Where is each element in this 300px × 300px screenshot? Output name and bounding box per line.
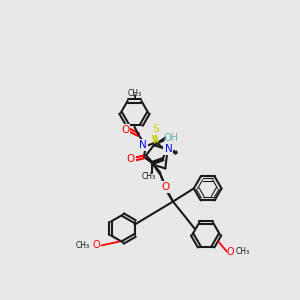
Polygon shape [146,155,161,174]
Text: O: O [92,240,100,250]
Text: CH₃: CH₃ [141,172,155,182]
Text: CH₃: CH₃ [76,241,90,250]
Text: CH₃: CH₃ [235,247,249,256]
Text: N: N [164,144,172,154]
Text: CH₃: CH₃ [128,89,142,98]
Polygon shape [154,139,164,145]
Text: S: S [152,124,159,134]
Text: OH: OH [164,133,179,142]
Text: O: O [161,182,170,192]
Text: O: O [127,154,135,164]
Text: O: O [227,247,235,256]
Text: O: O [121,125,129,135]
Text: N: N [139,140,147,150]
